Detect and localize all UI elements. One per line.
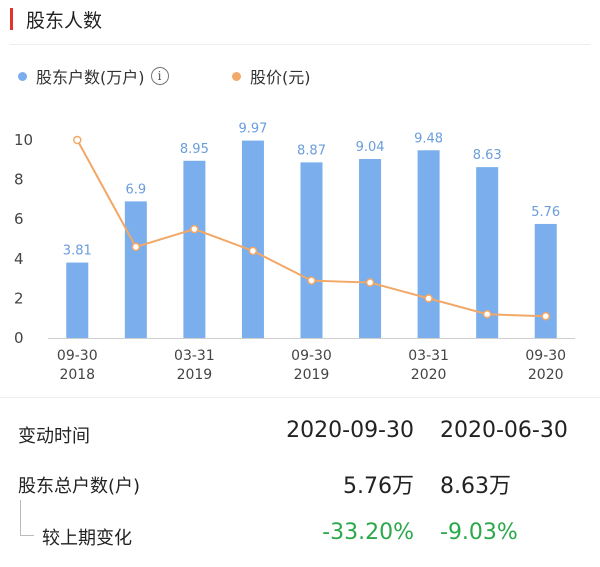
info-icon[interactable]: i [150, 67, 169, 85]
table-row-holders: 股东总户数(户) 5.76万 8.63万 [0, 464, 600, 504]
bar-value-label: 5.76 [531, 205, 560, 220]
section-title: 股东人数 [26, 10, 103, 32]
chart-legend: 股东户数(万户) i 股价(元) [0, 64, 600, 90]
row-value-previous: -9.03% [440, 520, 518, 545]
y-tick-label: 10 [14, 131, 33, 149]
bar-value-label: 9.04 [356, 140, 385, 155]
legend-label-holders: 股东户数(万户) [36, 68, 145, 87]
price-point [365, 278, 375, 287]
bar-value-label: 3.81 [63, 244, 92, 259]
bar-value-label: 6.9 [125, 182, 146, 197]
bar [183, 160, 206, 338]
row-value-current: 5.76万 [343, 474, 414, 499]
x-tick-label: 2019 [294, 367, 330, 383]
row-label: 股东总户数(户) [18, 476, 141, 497]
row-value-current: -33.20% [322, 520, 414, 545]
bar [534, 223, 557, 338]
price-point [131, 242, 141, 252]
bar-value-label: 9.48 [414, 131, 443, 146]
row-value-previous: 8.63万 [440, 474, 511, 499]
legend-item-holders[interactable]: 股东户数(万户) i [18, 64, 169, 88]
row-value-previous: 2020-06-30 [440, 418, 568, 443]
x-tick-label: 2019 [177, 367, 213, 383]
divider [0, 397, 600, 398]
divider [10, 44, 590, 45]
bar [300, 162, 323, 338]
shareholder-chart: 0 2 4 6 8 10 3.81 6.9 8.95 9.97 8.87 9.04 9.48 8.63 5.… [14, 122, 575, 383]
y-tick-label: 0 [14, 329, 24, 347]
bar [417, 150, 440, 338]
y-tick-label: 4 [14, 250, 24, 268]
price-point [73, 135, 82, 145]
price-point [482, 309, 492, 319]
x-tick-label: 03-31 [174, 348, 215, 364]
bar [359, 159, 382, 338]
x-tick-label: 09-30 [57, 348, 98, 364]
x-tick-label: 09-30 [291, 348, 332, 364]
table-row-date: 变动时间 2020-09-30 2020-06-30 [0, 414, 600, 454]
x-tick-label: 2020 [411, 367, 447, 383]
price-point [190, 224, 199, 234]
x-tick-label: 2018 [59, 367, 95, 383]
price-point [307, 276, 316, 285]
blue-dot-icon [18, 71, 27, 81]
y-tick-label: 8 [14, 171, 24, 189]
legend-item-price[interactable]: 股价(元) [232, 64, 311, 88]
bar-value-label: 8.87 [297, 143, 326, 158]
row-label: 较上期变化 [42, 528, 132, 549]
price-point [541, 311, 550, 321]
bar-value-label: 9.97 [238, 122, 267, 137]
header-accent-bar [10, 8, 13, 30]
legend-label-price: 股价(元) [250, 68, 311, 87]
bar [241, 140, 264, 338]
y-tick-label: 2 [14, 289, 24, 307]
table-row-change: 较上期变化 -33.20% -9.03% [0, 516, 600, 556]
bar [124, 201, 147, 338]
orange-dot-icon [232, 71, 241, 81]
price-point [424, 294, 433, 303]
row-value-current: 2020-09-30 [286, 418, 414, 443]
section-header: 股东人数 [0, 0, 600, 42]
bar [476, 167, 499, 338]
x-tick-label: 2020 [528, 367, 564, 383]
tree-connector [20, 500, 34, 536]
bar [66, 262, 89, 338]
price-point [248, 246, 258, 256]
bar-value-label: 8.95 [180, 142, 209, 157]
row-label: 变动时间 [18, 426, 90, 447]
y-tick-label: 6 [14, 210, 24, 228]
bar-value-label: 8.63 [473, 148, 502, 163]
x-tick-label: 09-30 [525, 348, 566, 364]
x-tick-label: 03-31 [408, 348, 449, 364]
